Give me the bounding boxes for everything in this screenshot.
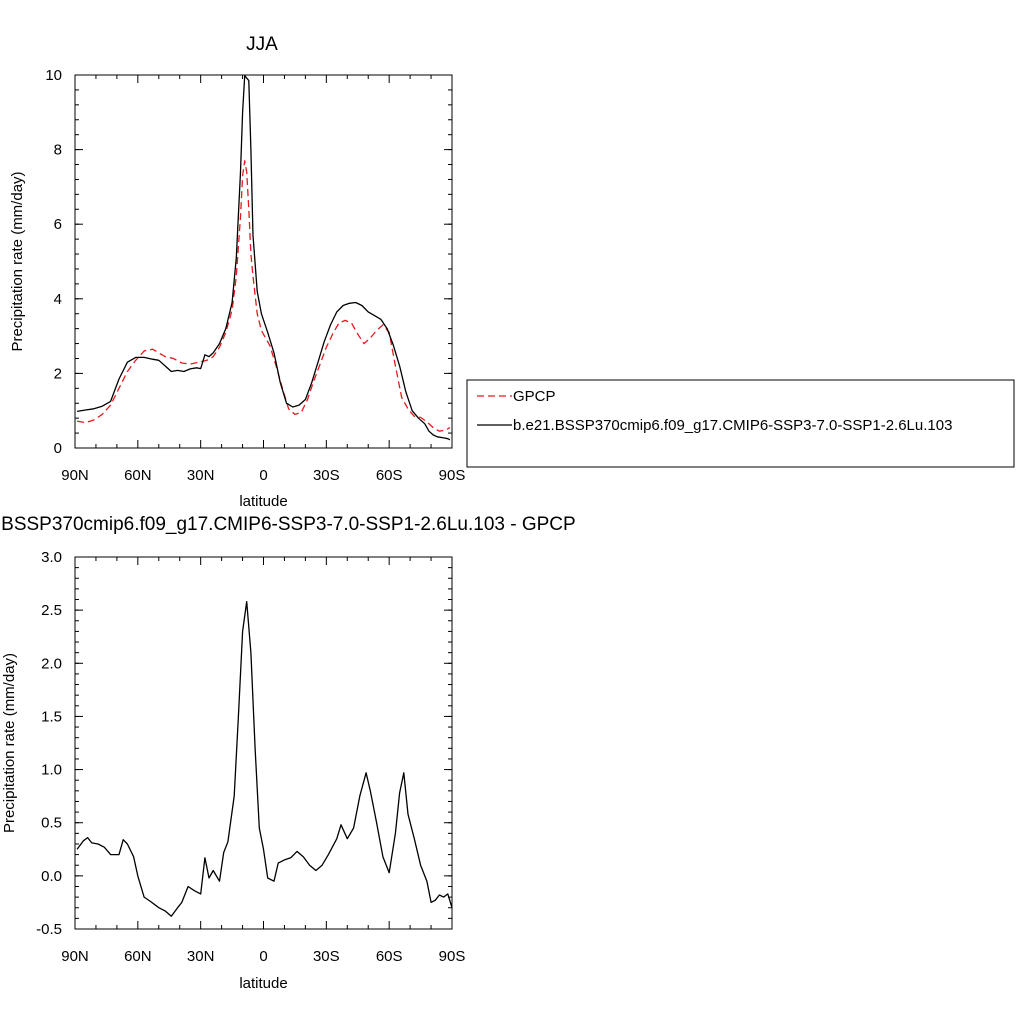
- axis-ticks-difference: 90N 60N 30N 0 30S 60S 90S -0.5 0.0 0.5 1.0 1.5 2.0 2.…: [36, 549, 465, 965]
- series-lines: [76, 75, 451, 441]
- legend-label-gpcp: GPCP: [513, 388, 556, 405]
- x-tick-label: 90N: [61, 467, 89, 484]
- y-tick-label: 0.0: [41, 868, 62, 885]
- series-lines-difference: [76, 600, 453, 917]
- y-tick-label: 10: [45, 67, 62, 84]
- series-line-0: [76, 160, 451, 432]
- legend-label-model: b.e21.BSSP370cmip6.f09_g17.CMIP6-SSP3-7.…: [513, 417, 952, 434]
- y-tick-label: 2: [54, 365, 62, 382]
- x-tick-label: 30N: [187, 467, 215, 484]
- x-tick-label: 60N: [124, 948, 152, 965]
- series-line-0: [76, 600, 453, 917]
- x-tick-label: 90N: [61, 948, 89, 965]
- y-tick-label: 0: [54, 440, 62, 457]
- bottom-panel: b.e21.BSSP370cmip6.f09_g17.CMIP6-SSP3-7.…: [0, 514, 576, 992]
- x-axis-label-difference: latitude: [239, 975, 287, 992]
- x-tick-label: 60N: [124, 467, 152, 484]
- x-tick-label: 0: [259, 467, 267, 484]
- x-tick-label: 90S: [439, 467, 466, 484]
- y-tick-label: 3.0: [41, 549, 62, 566]
- y-tick-label: 8: [54, 142, 62, 159]
- y-tick-label: 2.5: [41, 602, 62, 619]
- chart-title: JJA: [246, 34, 278, 55]
- x-tick-label: 30S: [313, 467, 340, 484]
- x-tick-label: 60S: [376, 948, 403, 965]
- plot-frame: [74, 74, 453, 449]
- y-tick-label: 1.5: [41, 708, 62, 725]
- top-panel: JJA Precipitation rate (mm/day) latitude…: [9, 34, 465, 510]
- x-axis-label: latitude: [239, 493, 287, 510]
- x-tick-label: 60S: [376, 467, 403, 484]
- plot-frame-difference: [74, 556, 453, 930]
- y-tick-label: 2.0: [41, 655, 62, 672]
- y-tick-label: 1.0: [41, 762, 62, 779]
- series-line-1: [76, 75, 451, 441]
- legend-box: [466, 379, 1015, 468]
- y-axis-label: Precipitation rate (mm/day): [9, 171, 26, 351]
- axis-ticks: 90N 60N 30N 0 30S 60S 90S 0 2 4 6 8 10: [45, 67, 465, 484]
- x-tick-label: 90S: [439, 948, 466, 965]
- chart-title-difference: b.e21.BSSP370cmip6.f09_g17.CMIP6-SSP3-7.…: [0, 514, 576, 535]
- y-axis-label-difference: Precipitation rate (mm/day): [1, 653, 18, 833]
- y-tick-label: -0.5: [36, 921, 62, 938]
- legend: GPCP b.e21.BSSP370cmip6.f09_g17.CMIP6-SS…: [466, 379, 1015, 468]
- x-tick-label: 0: [259, 948, 267, 965]
- x-tick-label: 30N: [187, 948, 215, 965]
- x-tick-label: 30S: [313, 948, 340, 965]
- y-tick-label: 4: [54, 291, 62, 308]
- y-tick-label: 6: [54, 216, 62, 233]
- y-tick-label: 0.5: [41, 815, 62, 832]
